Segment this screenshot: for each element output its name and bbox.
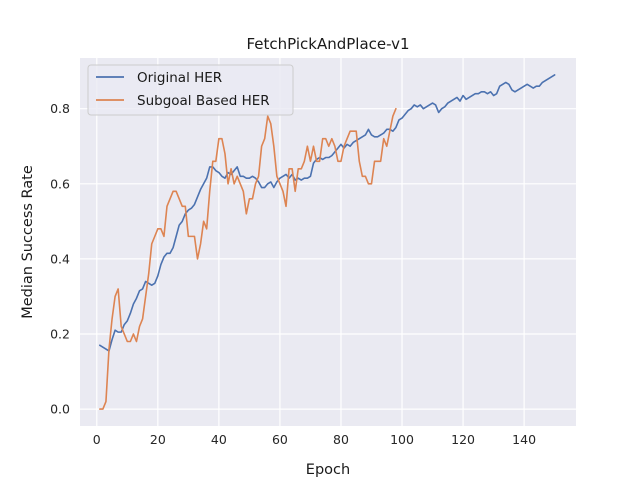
x-tick-label: 80 <box>333 432 349 447</box>
y-tick-label: 0.6 <box>50 176 70 191</box>
y-tick-label: 0.0 <box>50 402 70 417</box>
x-axis-label: Epoch <box>306 462 350 478</box>
legend-label-subgoal-her: Subgoal Based HER <box>137 93 270 109</box>
y-ticks: 0.0 0.2 0.4 0.6 0.8 <box>50 101 70 416</box>
legend-box <box>87 64 294 116</box>
x-tick-label: 120 <box>451 432 475 447</box>
plot-area <box>80 58 576 426</box>
legend: Original HER Subgoal Based HER <box>87 64 294 116</box>
legend-label-original-her: Original HER <box>137 70 222 86</box>
x-tick-label: 140 <box>512 432 536 447</box>
x-tick-label: 40 <box>211 432 227 447</box>
y-tick-label: 0.4 <box>50 251 70 266</box>
grid <box>80 58 576 426</box>
x-tick-label: 60 <box>272 432 288 447</box>
series-line-original-her <box>99 74 556 352</box>
series-line-subgoal-based-her <box>99 107 397 410</box>
y-axis-label: Median Success Rate <box>20 165 36 319</box>
y-tick-label: 0.8 <box>50 101 70 116</box>
x-tick-label: 100 <box>390 432 414 447</box>
y-tick-label: 0.2 <box>50 327 70 342</box>
x-ticks: 0 20 40 60 80 100 120 140 <box>93 432 536 447</box>
series-layer <box>99 74 556 410</box>
chart-title: FetchPickAndPlace-v1 <box>246 35 409 53</box>
x-tick-label: 0 <box>93 432 101 447</box>
x-tick-label: 20 <box>150 432 166 447</box>
